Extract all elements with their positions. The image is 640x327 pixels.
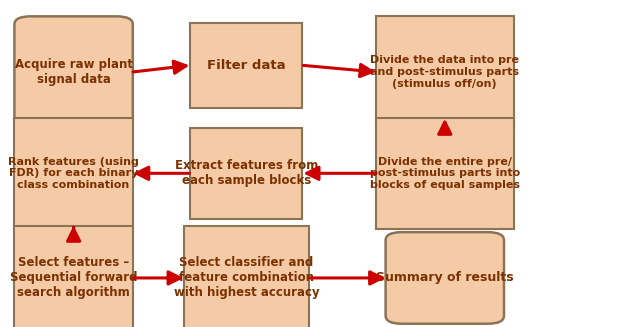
Text: Extract features from
each sample blocks: Extract features from each sample blocks <box>175 159 318 187</box>
FancyBboxPatch shape <box>15 226 133 327</box>
FancyBboxPatch shape <box>15 118 133 229</box>
FancyBboxPatch shape <box>376 16 513 128</box>
Text: Select classifier and
feature combination
with highest accuracy: Select classifier and feature combinatio… <box>173 256 319 300</box>
Text: Acquire raw plant
signal data: Acquire raw plant signal data <box>15 58 132 86</box>
FancyBboxPatch shape <box>191 23 302 108</box>
Text: Summary of results: Summary of results <box>376 271 514 284</box>
Text: Divide the data into pre
and post-stimulus parts
(stimulus off/on): Divide the data into pre and post-stimul… <box>371 55 519 89</box>
Text: Divide the entire pre/
post-stimulus parts into
blocks of equal samples: Divide the entire pre/ post-stimulus par… <box>370 157 520 190</box>
Text: Rank features (using
FDR) for each binary
class combination: Rank features (using FDR) for each binar… <box>8 157 139 190</box>
Text: Filter data: Filter data <box>207 59 285 72</box>
FancyBboxPatch shape <box>376 118 513 229</box>
Text: Select features –
Sequential forward
search algorithm: Select features – Sequential forward sea… <box>10 256 138 300</box>
FancyBboxPatch shape <box>15 16 133 128</box>
FancyBboxPatch shape <box>191 128 302 219</box>
FancyBboxPatch shape <box>184 226 309 327</box>
FancyBboxPatch shape <box>385 232 504 324</box>
